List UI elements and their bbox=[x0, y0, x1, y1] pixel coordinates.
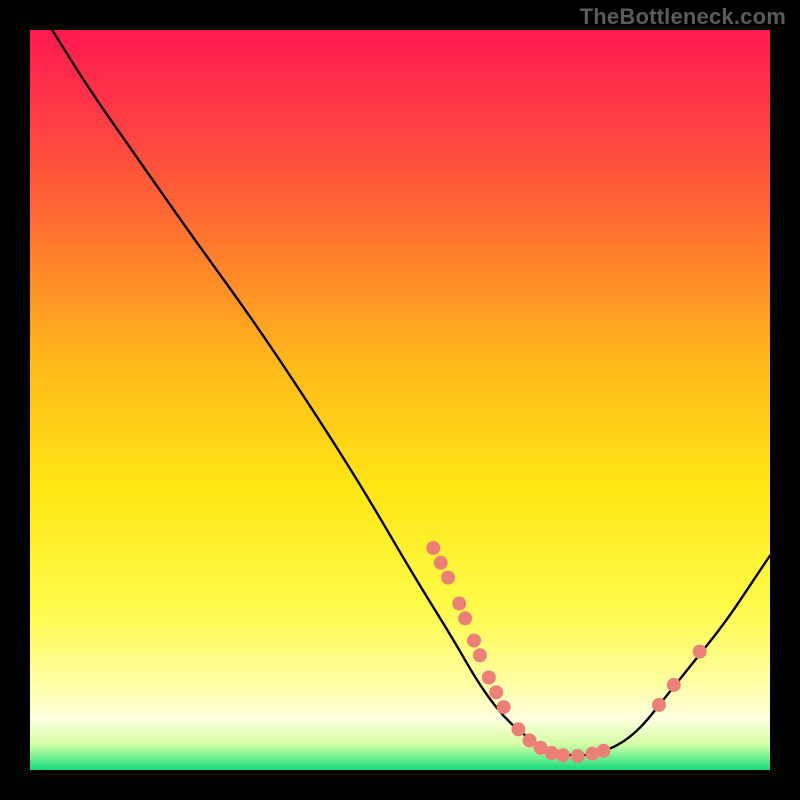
data-marker bbox=[452, 597, 466, 611]
data-marker bbox=[482, 671, 496, 685]
data-marker bbox=[497, 700, 511, 714]
data-marker bbox=[652, 698, 666, 712]
data-marker bbox=[571, 749, 585, 763]
data-marker bbox=[426, 541, 440, 555]
data-marker bbox=[693, 645, 707, 659]
data-marker bbox=[556, 748, 570, 762]
chart-canvas: TheBottleneck.com bbox=[0, 0, 800, 800]
data-marker bbox=[441, 571, 455, 585]
bottleneck-curve bbox=[52, 30, 770, 755]
data-marker bbox=[489, 685, 503, 699]
data-marker bbox=[458, 611, 472, 625]
plot-overlay bbox=[30, 30, 770, 770]
data-marker bbox=[434, 556, 448, 570]
data-marker bbox=[597, 744, 611, 758]
plot-area bbox=[30, 30, 770, 770]
data-marker bbox=[511, 722, 525, 736]
data-marker bbox=[667, 678, 681, 692]
data-marker bbox=[467, 634, 481, 648]
data-marker bbox=[473, 648, 487, 662]
watermark-label: TheBottleneck.com bbox=[580, 4, 786, 30]
